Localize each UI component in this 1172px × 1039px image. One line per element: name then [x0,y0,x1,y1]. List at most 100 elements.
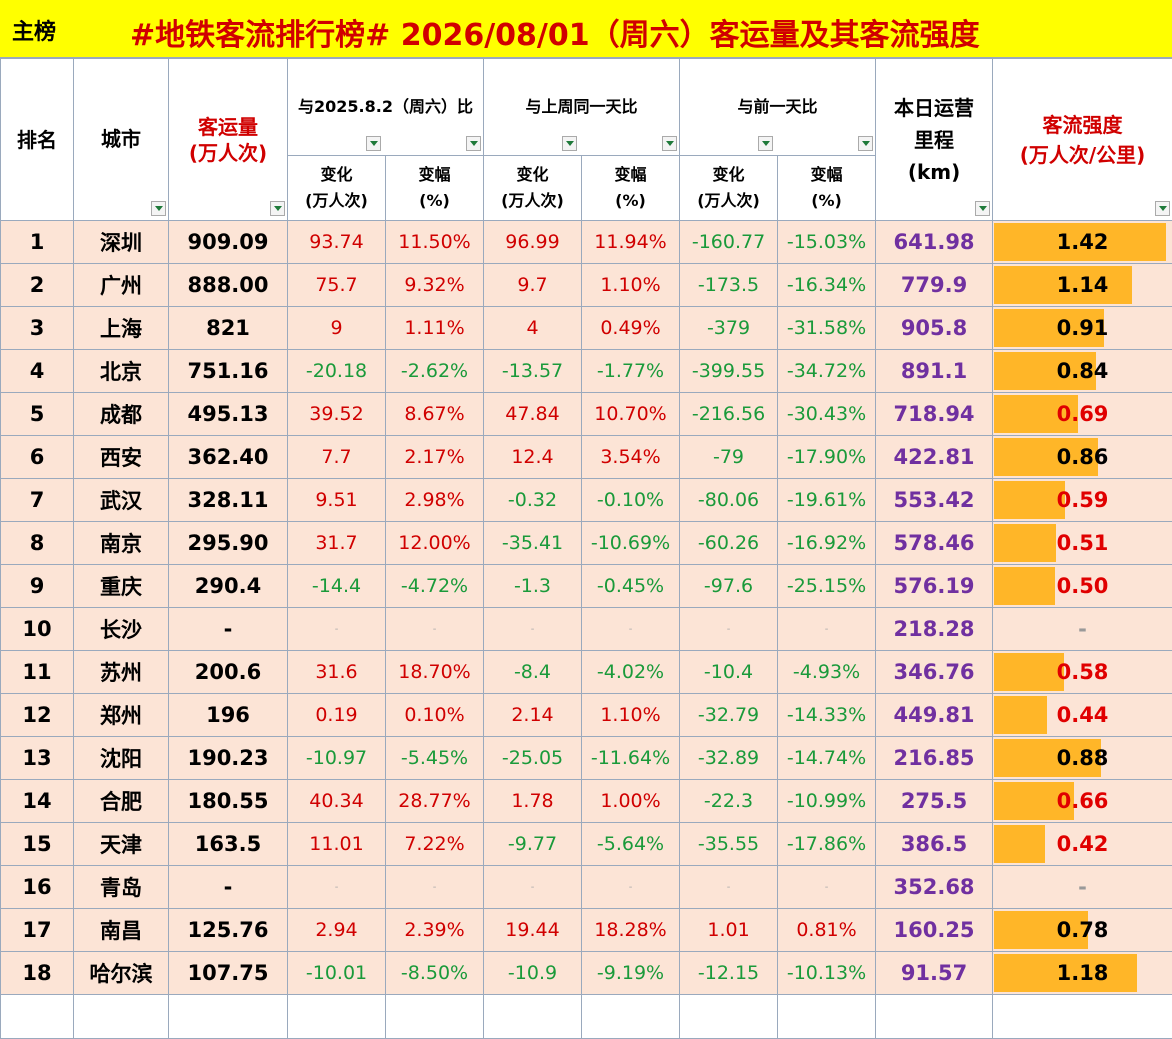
cell: 180.55 [168,779,288,823]
header-text: 与2025.8.2（周六）比 [298,97,473,116]
cell: 18.70% [385,650,484,694]
cell: 91.57 [875,951,994,995]
data-row: 10 长沙 - - - - - - -218.28- [0,607,1172,651]
cell: 905.8 [875,306,994,350]
intensity-bar [994,782,1074,820]
cell: 39.52 [287,392,386,436]
cell: -14.33% [777,693,877,737]
cell: -34.72% [777,349,877,393]
cell: 14 [0,779,74,823]
header-text: (万人次) [188,140,268,165]
cell: 11 [0,650,74,694]
cell: 6 [0,435,74,479]
cell: -160.77 [679,220,779,264]
cell: 449.81 [875,693,994,737]
cell: -16.34% [777,263,877,307]
cell: -14.4 [287,564,386,608]
cell: 0.42 [992,822,1172,866]
cell: -0.32 [483,478,582,522]
intensity-value: - [1078,617,1087,641]
cell: 93.74 [287,220,386,264]
cell: -5.45% [385,736,484,780]
cell: - [992,865,1172,909]
data-row: 12 郑州 196 0.19 0.10% 2.14 1.10% -32.79 -14.33% 44… [0,693,1172,737]
intensity-bar [994,352,1096,390]
intensity-value: 0.69 [1056,402,1109,426]
cell [992,994,1172,1039]
cell: 290.4 [168,564,288,608]
cell: -10.9 [483,951,582,995]
cell: 362.40 [168,435,288,479]
cell: 2.14 [483,693,582,737]
cell: 75.7 [287,263,386,307]
header-text: 与上周同一天比 [525,97,638,116]
cell: - [483,865,582,909]
cell: -10.4 [679,650,779,694]
empty-row [0,994,1172,1039]
cell: -30.43% [777,392,877,436]
cell: -10.01 [287,951,386,995]
cell: -173.5 [679,263,779,307]
tag: 主榜 [12,20,57,45]
intensity-bar [994,825,1045,863]
header-cell: 本日运营 里程 (km) [875,58,994,221]
cell: 3 [0,306,74,350]
header-cell: 变幅 (%) [385,155,484,221]
cell: 9.7 [483,263,582,307]
intensity-value: 0.59 [1056,488,1109,512]
cell [580,994,681,1039]
cell: 合肥 [73,779,169,823]
data-row: 1 深圳 909.09 93.74 11.50% 96.99 11.94% -160.77 -1… [0,220,1172,264]
header-cell: 与上周同一天比 [482,58,681,156]
cell: -1.3 [483,564,582,608]
cell: 386.5 [875,822,994,866]
cell: - [287,607,386,651]
cell: -4.93% [777,650,877,694]
cell: 888.00 [168,263,288,307]
cell: 0.66 [992,779,1172,823]
cell: 0.10% [385,693,484,737]
cell [483,994,582,1039]
cell: 779.9 [875,263,994,307]
cell: -0.10% [580,478,681,522]
header-text: (万人次/公里) [1019,142,1146,167]
cell: - [287,865,386,909]
cell: -35.41 [483,521,582,565]
header-text: 变化 [320,165,353,184]
cell: 0.69 [992,392,1172,436]
cell: 18 [0,951,74,995]
cell: 8.67% [385,392,484,436]
cell: 9.51 [287,478,386,522]
cell: 沈阳 [73,736,169,780]
cell: 2.17% [385,435,484,479]
intensity-value: 0.44 [1056,703,1109,727]
header-cell: 客运量 (万人次) [168,58,288,221]
header-cell: 与前一天比 [679,58,877,156]
cell: -11.64% [580,736,681,780]
cell [168,994,288,1039]
header-cell: 城市 [73,58,169,221]
cell: 10 [0,607,74,651]
cell: - [168,607,288,651]
cell: 216.85 [875,736,994,780]
cell: -216.56 [679,392,779,436]
intensity-value: 0.88 [1056,746,1109,770]
cell: 0.81% [777,908,877,952]
header-text: 城市 [101,126,141,151]
cell: 5 [0,392,74,436]
cell: 821 [168,306,288,350]
data-row: 18 哈尔滨 107.75 -10.01 -8.50% -10.9 -9.19% -12.15… [0,951,1172,995]
cell: -80.06 [679,478,779,522]
cell: -9.19% [580,951,681,995]
cell: 4 [483,306,582,350]
cell: 7.22% [385,822,484,866]
data-row: 5 成都 495.13 39.52 8.67% 47.84 10.70% -216.56 -30… [0,392,1172,436]
intensity-value: 0.66 [1056,789,1109,813]
cell: 107.75 [168,951,288,995]
header-cell: 与2025.8.2（周六）比 [287,58,484,156]
cell [287,994,386,1039]
cell: 4 [0,349,74,393]
intensity-bar [994,696,1048,734]
cell: 28.77% [385,779,484,823]
